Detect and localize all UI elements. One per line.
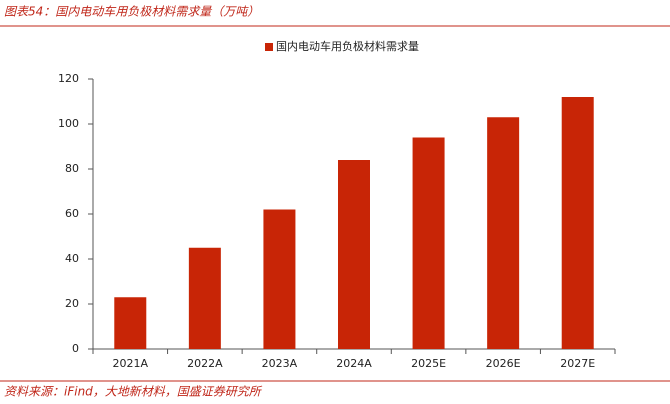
y-tick-label: 20: [65, 297, 79, 310]
bar: [338, 160, 370, 349]
x-tick-label: 2026E: [486, 357, 521, 370]
bar: [188, 247, 221, 349]
figure-title: 图表54：国内电动车用负极材料需求量（万吨）: [4, 5, 259, 19]
x-tick-label: 2023A: [262, 357, 298, 370]
x-tick-label: 2025E: [411, 357, 446, 370]
x-tick-label: 2024A: [336, 357, 372, 370]
x-tick-label: 2021A: [113, 357, 149, 370]
bar: [487, 117, 520, 349]
y-tick-label: 0: [72, 342, 79, 355]
x-tick-label: 2027E: [560, 357, 595, 370]
legend-label: 国内电动车用负极材料需求量: [276, 39, 419, 53]
y-tick-label: 80: [65, 162, 79, 175]
bar: [114, 297, 147, 349]
y-tick-label: 60: [65, 207, 79, 220]
y-tick-label: 40: [65, 252, 79, 265]
bar: [263, 209, 296, 349]
legend-swatch: [265, 43, 273, 51]
y-tick-label: 120: [58, 72, 79, 85]
source-note: 资料来源：iFind，大地新材料，国盛证券研究所: [4, 385, 263, 399]
bar: [561, 97, 594, 349]
bar: [412, 137, 445, 349]
x-tick-label: 2022A: [187, 357, 223, 370]
y-tick-label: 100: [58, 117, 79, 130]
